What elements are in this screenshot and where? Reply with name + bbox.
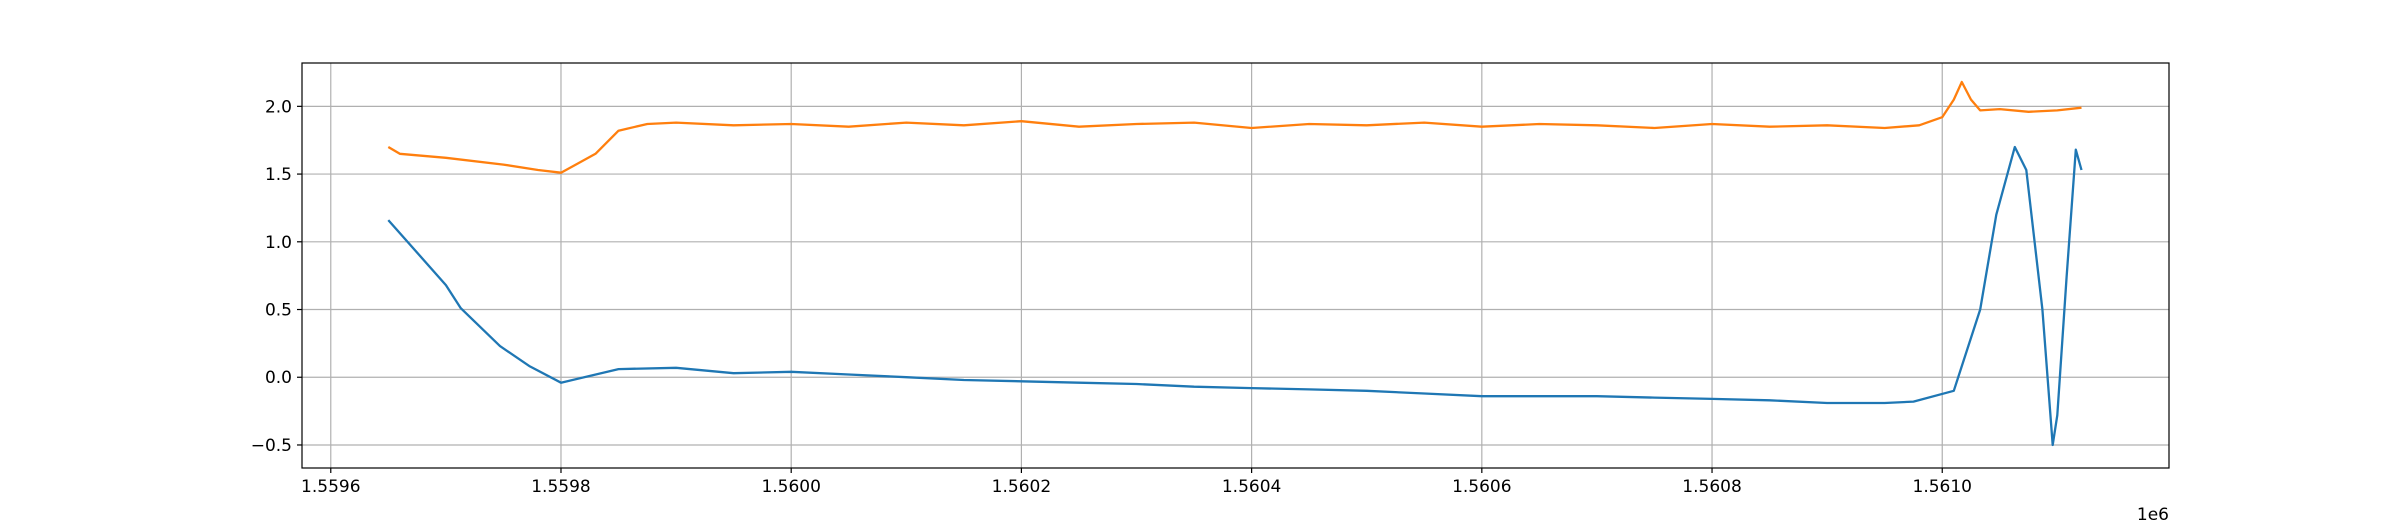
plot-frame (301, 62, 2170, 469)
x-tick-label: 1.5598 (531, 477, 590, 497)
y-tick-label: 0.0 (265, 368, 292, 388)
data-line (387, 80, 2082, 174)
y-tick-label: 1.0 (265, 233, 292, 253)
data-line (387, 145, 2083, 447)
y-tick-label: 0.5 (265, 301, 292, 321)
x-tick-label: 1.5610 (1913, 477, 1972, 497)
x-offset-label: 1e6 (2137, 505, 2169, 525)
x-tick-label: 1.5608 (1682, 477, 1741, 497)
x-tick-label: 1.5602 (992, 477, 1051, 497)
y-tick-label: −0.5 (251, 436, 292, 456)
x-tick-label: 1.5606 (1452, 477, 1511, 497)
y-tick-label: 1.5 (265, 165, 292, 185)
y-tick-label: 2.0 (265, 97, 292, 117)
x-tick-label: 1.5604 (1222, 477, 1281, 497)
x-tick-label: 1.5596 (301, 477, 360, 497)
x-tick-label: 1.5600 (761, 477, 820, 497)
